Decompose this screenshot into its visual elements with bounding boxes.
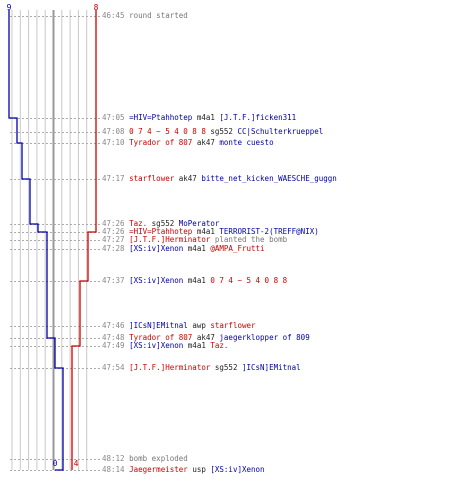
weapon-name: m4a1 — [187, 341, 206, 350]
killer-name: ]ICsN]EMitnal — [129, 321, 188, 330]
event-note: round started — [129, 11, 188, 20]
event-row: 46:45 round started — [102, 11, 188, 20]
weapon-name: usp — [192, 465, 206, 474]
killer-name: =HIV=Ptahhotep — [129, 227, 193, 236]
victim-name: TERRORIST-2(TREFF@NIX) — [219, 227, 319, 236]
victim-name: bitte_net_kicken_WAESCHE_guggn — [201, 174, 337, 183]
killer-name: [XS:iv]Xenon — [129, 276, 184, 285]
red-team-alive-line — [71, 10, 97, 470]
event-row: 47:48 Tyrador of 807 ak47 jaegerklopper … — [102, 333, 310, 342]
event-row: 48:14 Jaegermeister usp [XS:iv]Xenon — [102, 465, 265, 474]
victim-name: jaegerklopper of 809 — [219, 333, 310, 342]
event-time: 47:17 — [102, 174, 125, 183]
event-row: 47:27 [J.T.F.]Herminator planted the bom… — [102, 235, 287, 244]
event-time: 47:26 — [102, 219, 125, 228]
killer-name: [XS:iv]Xenon — [129, 341, 184, 350]
killer-name: [XS:iv]Xenon — [129, 244, 184, 253]
killer-name: Tyrador of 807 — [129, 333, 193, 342]
event-row: 47:08 0 7 4 ~ 5 4 0 8 8 sg552 CC|Schulte… — [102, 127, 323, 136]
red-start-count: 8 — [94, 3, 99, 12]
event-time: 47:28 — [102, 244, 125, 253]
event-time: 47:54 — [102, 363, 125, 372]
victim-name: MoPerator — [178, 219, 220, 228]
event-time: 47:49 — [102, 341, 125, 350]
blue-team-alive-line — [8, 10, 64, 471]
event-time: 46:45 — [102, 11, 125, 20]
event-time: 47:46 — [102, 321, 125, 330]
weapon-name: sg552 — [210, 127, 233, 136]
weapon-name: m4a1 — [196, 227, 215, 236]
killer-name: [J.T.F.]Herminator — [129, 363, 211, 372]
event-row: 47:54 [J.T.F.]Herminator sg552 ]ICsN]EMi… — [102, 363, 301, 372]
event-row: 47:10 Tyrador of 807 ak47 monte cuesto — [102, 138, 274, 147]
weapon-name: ak47 — [178, 174, 197, 183]
event-time: 48:12 — [102, 454, 125, 463]
killer-name: Tyrador of 807 — [129, 138, 193, 147]
event-row: 47:05 =HIV=Ptahhotep m4a1 [J.T.F.]ficken… — [102, 113, 296, 122]
victim-name: [XS:iv]Xenon — [210, 465, 265, 474]
event-row: 47:26 Taz. sg552 MoPerator — [102, 219, 219, 228]
weapon-name: ak47 — [196, 138, 215, 147]
killer-name: Jaegermeister — [129, 465, 188, 474]
weapon-name: m4a1 — [196, 113, 215, 122]
killer-name: Taz. — [129, 219, 148, 228]
victim-name: [J.T.F.]ficken311 — [219, 113, 297, 122]
weapon-name: sg552 — [214, 363, 238, 372]
victim-name: ]ICsN]EMitnal — [241, 363, 301, 372]
event-row: 47:46 ]ICsN]EMitnal awp starflower — [102, 321, 256, 330]
event-row: 47:37 [XS:iv]Xenon m4a1 0 7 4 ~ 5 4 0 8 … — [102, 276, 287, 285]
victim-name: monte cuesto — [219, 138, 274, 147]
event-row: 47:28 [XS:iv]Xenon m4a1 @AMPA_Frutti — [102, 244, 265, 253]
event-time: 47:37 — [102, 276, 125, 285]
event-note: bomb exploded — [129, 454, 188, 463]
event-time: 47:26 — [102, 227, 125, 236]
event-time: 47:27 — [102, 235, 125, 244]
killer-name: [J.T.F.]Herminator — [129, 235, 211, 244]
weapon-name: awp — [192, 321, 206, 330]
killer-name: 0 7 4 ~ 5 4 0 8 8 — [129, 127, 206, 136]
victim-name: 0 7 4 ~ 5 4 0 8 8 — [210, 276, 288, 285]
blue-end-count: 0 — [53, 459, 58, 468]
weapon-name: ak47 — [196, 333, 215, 342]
weapon-name: m4a1 — [187, 276, 206, 285]
event-time: 47:05 — [102, 113, 125, 122]
weapon-name: m4a1 — [187, 244, 206, 253]
victim-name: starflower — [210, 321, 256, 330]
event-time: 47:48 — [102, 333, 125, 342]
killer-name: starflower — [129, 174, 175, 183]
event-row: 48:12 bomb exploded — [102, 454, 188, 463]
victim-name: @AMPA_Frutti — [210, 244, 265, 253]
victim-name: Taz. — [210, 341, 229, 350]
event-row: 47:49 [XS:iv]Xenon m4a1 Taz. — [102, 341, 228, 350]
event-time: 47:08 — [102, 127, 125, 136]
red-end-count: 4 — [74, 459, 79, 468]
killer-name: =HIV=Ptahhotep — [129, 113, 193, 122]
event-note: planted the bomb — [214, 235, 288, 244]
event-row: 47:17 starflower ak47 bitte_net_kicken_W… — [102, 174, 337, 183]
event-time: 48:14 — [102, 465, 125, 474]
weapon-name: sg552 — [151, 219, 175, 228]
event-time: 47:10 — [102, 138, 125, 147]
blue-start-count: 9 — [7, 3, 12, 12]
victim-name: CC|Schulterkrueppel — [237, 127, 324, 136]
event-row: 47:26 =HIV=Ptahhotep m4a1 TERRORIST-2(TR… — [102, 227, 319, 236]
